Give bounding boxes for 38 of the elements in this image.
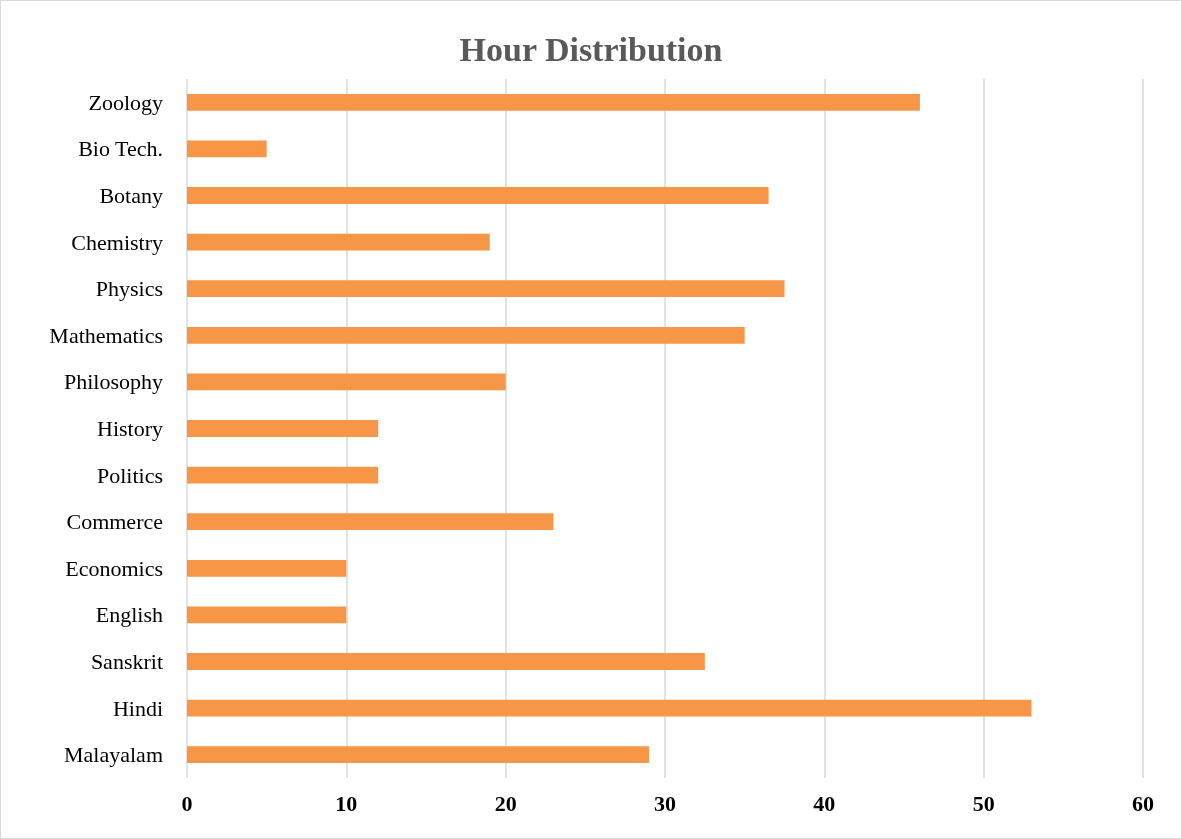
x-tick-label: 20 bbox=[494, 790, 517, 816]
y-tick-label: Hindi bbox=[112, 695, 163, 721]
bar bbox=[187, 326, 745, 344]
bar bbox=[187, 653, 705, 670]
x-tick-label: 10 bbox=[335, 790, 358, 816]
y-tick-label: Botany bbox=[99, 183, 163, 208]
y-tick-label: Politics bbox=[96, 462, 163, 488]
bar bbox=[187, 513, 554, 531]
y-tick-label: Economics bbox=[65, 555, 163, 581]
y-tick-label: Commerce bbox=[66, 509, 163, 535]
bar bbox=[187, 606, 347, 624]
x-tick-label: 60 bbox=[1132, 790, 1154, 816]
y-tick-label: Philosophy bbox=[63, 369, 163, 395]
y-tick-label: Bio Tech. bbox=[78, 136, 163, 162]
x-tick-label: 30 bbox=[654, 790, 676, 816]
y-tick-label: Sanskrit bbox=[90, 649, 163, 674]
x-tick-label: 50 bbox=[972, 790, 995, 816]
bar bbox=[187, 466, 379, 484]
bar bbox=[187, 420, 379, 437]
x-tick-label: 0 bbox=[181, 790, 193, 816]
bar bbox=[187, 746, 650, 764]
y-tick-label: Chemistry bbox=[71, 229, 163, 255]
chart-title: Hour Distribution bbox=[459, 30, 723, 68]
y-tick-label: Zoology bbox=[88, 89, 163, 115]
y-tick-label: Malayalam bbox=[64, 742, 163, 768]
y-tick-label: Mathematics bbox=[49, 322, 163, 348]
bar bbox=[187, 559, 347, 577]
bar bbox=[187, 140, 267, 158]
bar bbox=[187, 233, 490, 251]
x-tick-label: 40 bbox=[813, 790, 836, 816]
bar bbox=[187, 93, 920, 111]
y-tick-label: Physics bbox=[95, 276, 163, 302]
y-tick-label: English bbox=[95, 602, 163, 628]
bar bbox=[187, 373, 506, 391]
bar bbox=[187, 280, 785, 298]
bar bbox=[187, 699, 1032, 717]
bar bbox=[187, 187, 769, 204]
y-tick-label: History bbox=[97, 416, 163, 441]
